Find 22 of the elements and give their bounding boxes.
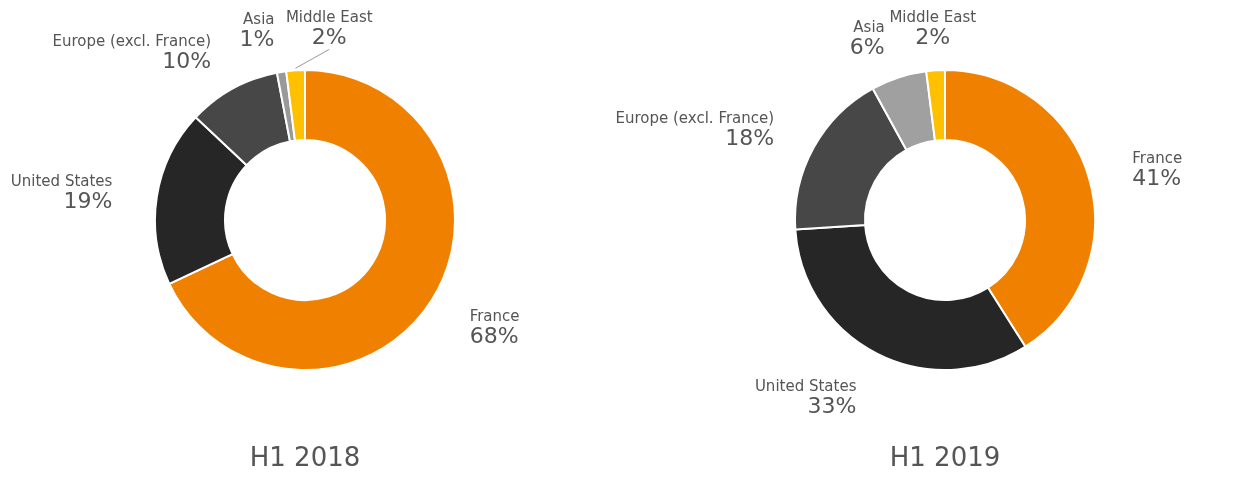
data-label: 18% — [725, 125, 775, 151]
slice-label: Europe (excl. France) — [52, 32, 212, 51]
slice-label: France — [1132, 148, 1183, 167]
data-label: 33% — [807, 392, 857, 418]
slice-label: Asia — [853, 17, 885, 36]
slice-label: United States — [754, 376, 857, 395]
data-label: 19% — [63, 188, 113, 214]
text: H1 2019 — [889, 442, 1001, 472]
data-label: 68% — [469, 323, 519, 349]
text: H1 2018 — [249, 442, 361, 472]
data-label: 6% — [849, 33, 885, 59]
data-label: 2% — [915, 24, 951, 50]
data-label: 10% — [162, 48, 212, 74]
slice-label: France — [469, 307, 520, 326]
slice-label: Middle East — [285, 8, 373, 27]
data-label: 1% — [239, 26, 275, 52]
data-label: 2% — [311, 24, 347, 50]
slice-label: United States — [10, 172, 113, 191]
slice-label: Asia — [243, 10, 275, 29]
data-label: 41% — [1132, 164, 1182, 190]
slice-label: Europe (excl. France) — [615, 109, 775, 128]
slice-label: Middle East — [889, 8, 977, 27]
